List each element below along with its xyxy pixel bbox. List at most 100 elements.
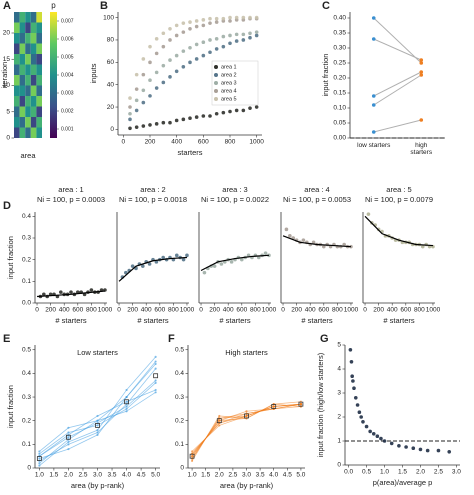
heatmap-cell bbox=[30, 33, 37, 44]
point bbox=[350, 374, 354, 379]
heatmap-cell bbox=[30, 43, 37, 54]
y-tick-label: 1 bbox=[337, 438, 341, 445]
point bbox=[228, 15, 232, 20]
point bbox=[263, 251, 268, 255]
heatmap-cell bbox=[25, 117, 31, 128]
y-tick-label: 0.2 bbox=[175, 417, 184, 424]
point bbox=[418, 447, 423, 452]
point bbox=[379, 436, 383, 441]
point bbox=[154, 355, 157, 358]
point bbox=[188, 116, 192, 121]
y-tick-label: 60 bbox=[107, 59, 115, 66]
x-tick-label: 200 bbox=[127, 307, 138, 314]
point bbox=[419, 61, 424, 65]
point bbox=[248, 15, 252, 20]
chart-subtitle: Ni = 100, p = 0.0018 bbox=[119, 195, 187, 204]
point bbox=[128, 117, 132, 122]
point bbox=[38, 464, 41, 467]
point bbox=[188, 60, 192, 65]
point bbox=[147, 262, 152, 266]
point bbox=[125, 388, 128, 392]
x-tick-label: 0 bbox=[281, 307, 285, 314]
legend-label: area 3 bbox=[221, 80, 237, 86]
point bbox=[272, 405, 275, 408]
x-tick-label: 1000 bbox=[262, 307, 277, 314]
x-tick-label: 800 bbox=[86, 307, 97, 314]
heatmap-cell bbox=[30, 54, 37, 65]
x-tick-label: low starters bbox=[357, 142, 391, 149]
point bbox=[125, 407, 128, 410]
x-axis-label: area bbox=[20, 151, 36, 160]
y-tick-label: 40 bbox=[107, 81, 115, 88]
x-tick-label: 1000 bbox=[249, 139, 264, 146]
y-tick-label: 0.3 bbox=[22, 235, 31, 242]
x-tick-label: 200 bbox=[145, 139, 156, 146]
panel-label: C bbox=[322, 0, 330, 12]
point bbox=[154, 367, 157, 370]
point bbox=[342, 242, 346, 247]
y-axis-label: input fraction bbox=[6, 385, 15, 428]
mean-marker bbox=[66, 434, 71, 440]
y-tick-label: 0.30 bbox=[333, 45, 346, 52]
point bbox=[234, 32, 239, 37]
heatmap-cell bbox=[14, 54, 20, 65]
point bbox=[299, 403, 303, 406]
point bbox=[154, 381, 157, 384]
heatmap-cell bbox=[25, 12, 31, 23]
point bbox=[221, 44, 226, 49]
colorbar-tick-label: 0.004 bbox=[61, 72, 74, 78]
heatmap-cell bbox=[36, 127, 42, 138]
x-tick-label: 400 bbox=[305, 307, 316, 314]
x-tick-label: 4.5 bbox=[283, 472, 292, 479]
point bbox=[125, 410, 128, 413]
x-tick-label: high starters bbox=[410, 142, 433, 156]
point bbox=[148, 78, 152, 83]
y-tick-label: 0.35 bbox=[333, 30, 346, 37]
x-tick-label: 800 bbox=[414, 307, 425, 314]
point bbox=[161, 44, 166, 49]
colorbar-tick-label: 0.002 bbox=[61, 108, 74, 114]
y-tick-label: 0 bbox=[337, 462, 341, 469]
point bbox=[96, 431, 99, 434]
panel-label: B bbox=[100, 0, 108, 12]
point bbox=[148, 94, 152, 98]
legend-box bbox=[211, 60, 259, 106]
legend-label: area 1 bbox=[221, 64, 237, 70]
point bbox=[254, 30, 259, 34]
point bbox=[248, 31, 252, 36]
x-tick-label: 200 bbox=[373, 307, 384, 314]
point bbox=[168, 120, 172, 125]
heatmap-cell bbox=[14, 33, 20, 44]
y-tick-label: 0 bbox=[180, 465, 184, 472]
x-tick-label: 1000 bbox=[98, 307, 113, 314]
heatmap-cell bbox=[14, 12, 20, 23]
y-tick-label: 5 bbox=[337, 342, 341, 349]
y-tick-label: 0.25 bbox=[333, 60, 346, 67]
x-tick-label: 2.0 bbox=[416, 469, 425, 476]
point bbox=[321, 244, 326, 249]
colorbar bbox=[50, 12, 57, 138]
point bbox=[148, 123, 152, 127]
point bbox=[185, 253, 189, 258]
point bbox=[352, 386, 356, 391]
panel-label: G bbox=[320, 333, 329, 345]
point bbox=[134, 87, 139, 91]
y-tick-label: 0 bbox=[27, 465, 31, 472]
legend-swatch bbox=[214, 73, 218, 77]
chart-title: area : 2 bbox=[140, 185, 165, 194]
heatmap-cell bbox=[19, 96, 26, 107]
point bbox=[301, 238, 306, 242]
y-tick-label: 10 bbox=[3, 82, 11, 89]
y-tick-label: 0.5 bbox=[22, 346, 31, 353]
chart-title: area : 1 bbox=[58, 185, 83, 194]
point bbox=[38, 452, 41, 455]
point bbox=[366, 212, 371, 216]
heatmap-cell bbox=[25, 96, 31, 107]
point bbox=[357, 410, 362, 415]
x-tick-label: 2.5 bbox=[78, 472, 87, 479]
point bbox=[38, 462, 41, 465]
heatmap-cell bbox=[14, 96, 20, 107]
point bbox=[67, 440, 70, 444]
